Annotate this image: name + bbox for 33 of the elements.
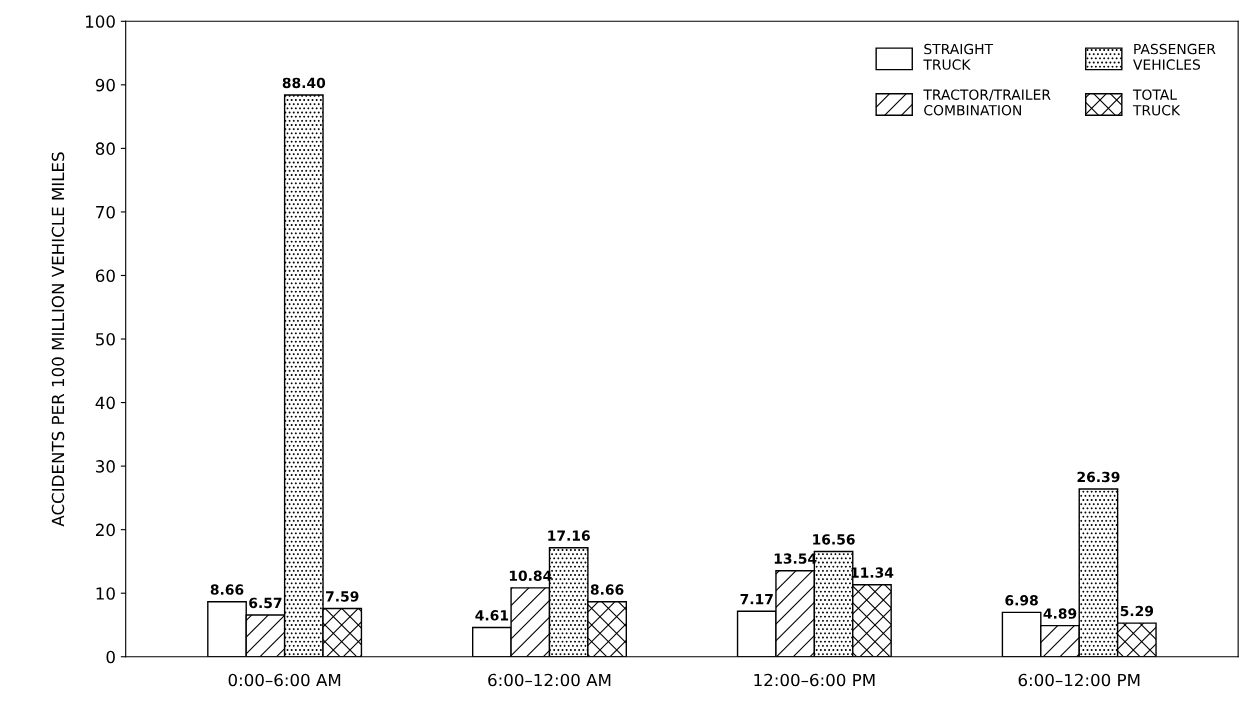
data-label: 17.16 [548,530,590,541]
data-label: 7.59 [326,591,359,602]
x-tick-label: 12:00–6:00 PM [754,673,875,687]
y-axis-title: ACCIDENTS PER 100 MILLION VEHICLE MILES [51,152,65,527]
data-label: 6.98 [1005,595,1038,606]
data-label: 6.57 [249,597,282,609]
data-label: 4.61 [475,610,509,621]
data-label: 4.89 [1043,608,1077,619]
y-tick-label: 30 [96,460,115,473]
legend-label: TOTAL TRUCK [1132,89,1181,116]
legend-label: TRACTOR/TRAILER COMBINATION [923,89,1051,116]
y-tick-label: 20 [95,523,115,537]
y-tick-label: 100 [86,15,115,28]
y-tick-label: 90 [95,78,115,92]
data-label: 8.66 [210,584,244,595]
x-tick-label: 0:00–6:00 AM [228,673,341,687]
data-label: 88.40 [282,77,326,89]
y-tick-label: 80 [95,142,115,155]
y-tick-label: 60 [95,269,115,283]
data-label: 5.29 [1120,605,1154,617]
y-tick-label: 70 [96,205,115,219]
y-tick-label: 0 [106,650,115,664]
legend-label: STRAIGHT TRUCK [923,43,994,70]
data-label: 7.17 [740,594,773,605]
data-label: 16.56 [813,534,855,545]
x-tick-label: 6:00–12:00 AM [488,673,611,687]
x-tick-label: 6:00–12:00 PM [1018,673,1140,687]
data-label: 8.66 [590,584,624,595]
y-tick-label: 50 [96,332,115,346]
y-tick-label: 10 [96,587,115,600]
y-tick-label: 40 [95,396,115,410]
data-label: 26.39 [1077,471,1120,483]
legend-label: PASSENGER VEHICLES [1133,43,1216,70]
